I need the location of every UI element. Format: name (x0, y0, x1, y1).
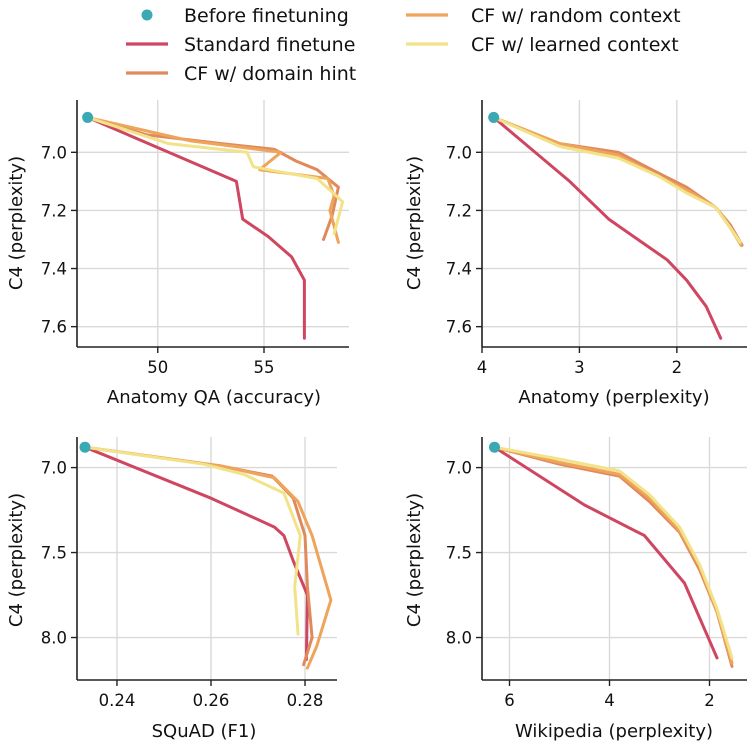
before-finetuning-point (82, 111, 94, 123)
x-tick-label: 2 (672, 358, 683, 377)
panel-0-xlabel: Anatomy QA (accuracy) (107, 387, 321, 408)
x-tick-label: 50 (147, 358, 168, 377)
y-tick-label: 7.0 (446, 459, 472, 478)
y-tick-label: 7.2 (446, 201, 472, 220)
panel-anatomy-qa: Anatomy QA (accuracy) C4 (perplexity) 50… (6, 100, 349, 408)
before-finetuning-point (488, 111, 500, 123)
panel-2-xlabel: SQuAD (F1) (152, 721, 257, 742)
x-tick-label: 0.26 (193, 691, 230, 710)
series-line-standard (493, 445, 719, 660)
y-tick-label: 7.4 (446, 260, 472, 279)
panel-squad: SQuAD (F1) C4 (perplexity) 0.24 0.26 0.28 7… (6, 437, 337, 742)
y-tick-label: 7.2 (41, 201, 67, 220)
panel-1-xlabel: Anatomy (perplexity) (518, 387, 709, 408)
series-line-random-context (493, 445, 734, 665)
y-tick-label: 7.0 (41, 143, 67, 162)
y-tick-label: 8.0 (446, 629, 472, 648)
series-line-standard (86, 115, 306, 340)
legend: Before finetuning Standard finetune CF w… (126, 5, 681, 85)
legend-label-standard: Standard finetune (184, 34, 355, 56)
legend-label-before: Before finetuning (184, 5, 349, 27)
legend-label-learned-context: CF w/ learned context (471, 34, 679, 56)
before-finetuning-point (489, 441, 500, 453)
panel-anatomy-perplexity: Anatomy (perplexity) C4 (perplexity) 4 3 2… (404, 100, 747, 408)
series-line-learned-context (86, 115, 345, 236)
series-line-domain-hint (86, 115, 340, 241)
before-finetuning-point (79, 441, 91, 453)
legend-marker-before (141, 9, 153, 21)
x-tick-label: 55 (254, 358, 275, 377)
panel-2-ylabel: C4 (perplexity) (6, 493, 27, 627)
y-tick-label: 7.5 (446, 544, 472, 563)
legend-label-domain-hint: CF w/ domain hint (184, 63, 356, 85)
y-tick-label: 7.6 (41, 318, 67, 337)
x-tick-label: 3 (574, 358, 585, 377)
panel-0-ylabel: C4 (perplexity) (6, 156, 27, 290)
y-tick-label: 7.4 (41, 260, 67, 279)
y-tick-label: 7.0 (446, 143, 472, 162)
x-tick-label: 6 (504, 691, 515, 710)
series-line-learned-context (493, 445, 734, 660)
panel-3-xlabel: Wikipedia (perplexity) (515, 721, 713, 742)
y-tick-label: 7.5 (41, 544, 67, 563)
series-line-learned-context (83, 445, 302, 636)
y-tick-label: 8.0 (41, 629, 67, 648)
y-tick-label: 7.0 (41, 459, 67, 478)
panel-3-ylabel: C4 (perplexity) (404, 493, 425, 627)
x-tick-label: 0.28 (287, 691, 324, 710)
series-line-random-context (83, 445, 333, 670)
x-tick-label: 4 (477, 358, 488, 377)
x-tick-label: 2 (704, 691, 715, 710)
series-line-random-context (86, 115, 340, 244)
panel-1-ylabel: C4 (perplexity) (404, 156, 425, 290)
x-tick-label: 4 (604, 691, 615, 710)
x-tick-label: 0.24 (99, 691, 136, 710)
panel-wikipedia: Wikipedia (perplexity) C4 (perplexity) 6… (404, 437, 747, 742)
legend-label-random-context: CF w/ random context (471, 5, 681, 27)
y-tick-label: 7.6 (446, 318, 472, 337)
series-line-learned-context (492, 115, 742, 244)
series-line-standard (492, 115, 723, 340)
